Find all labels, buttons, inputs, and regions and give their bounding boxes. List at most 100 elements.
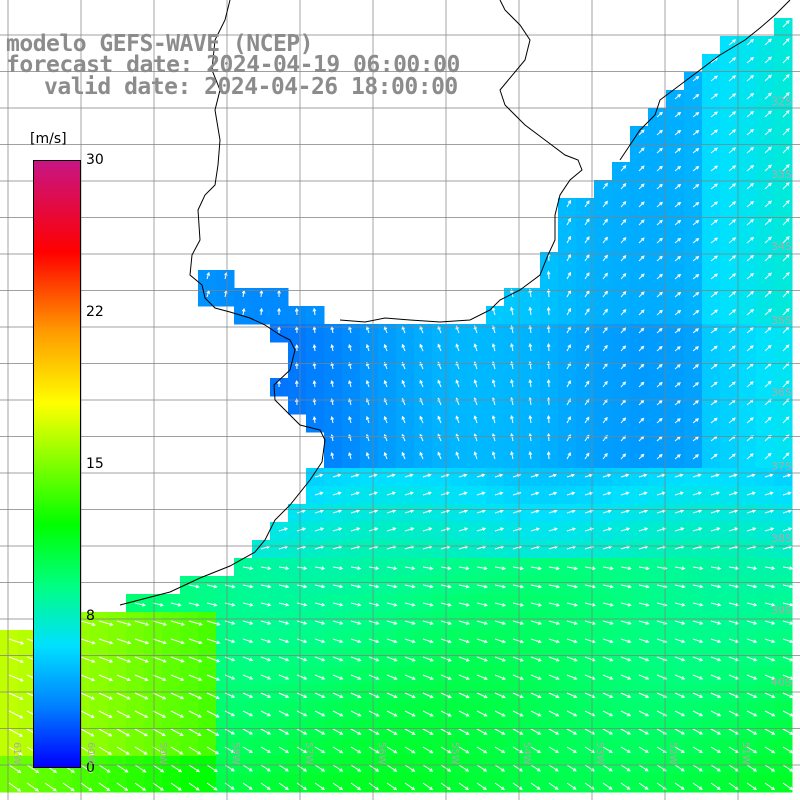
wind-vector-head (447, 768, 452, 772)
wind-vector-head (567, 307, 572, 312)
wind-vector (512, 728, 523, 735)
wind-vector (368, 566, 379, 570)
wind-vector (422, 692, 434, 698)
wind-vector-head (142, 787, 147, 791)
wind-vector-head (241, 289, 246, 294)
wind-vector-head (591, 694, 596, 699)
wind-vector-head (771, 694, 776, 699)
wind-vector (350, 527, 360, 532)
wind-vector (206, 584, 217, 588)
wind-vector-head (750, 308, 755, 313)
lon-label: 60W (85, 742, 96, 765)
wind-speed-cell (360, 432, 379, 451)
wind-vector (782, 602, 793, 606)
wind-vector-head (627, 584, 632, 589)
wind-vector (350, 710, 361, 717)
wind-vector (674, 710, 685, 717)
wind-vector (476, 638, 488, 643)
wind-speed-cell (306, 360, 325, 379)
wind-vector-head (231, 584, 236, 589)
wind-vector-head (178, 768, 183, 773)
wind-vector-head (339, 676, 344, 680)
wind-vector (566, 254, 571, 262)
wind-speed-cell (594, 306, 613, 325)
wind-speed-cell (324, 378, 343, 397)
wind-speed-cell (450, 360, 469, 379)
wind-vector (638, 746, 649, 753)
wind-vector-head (473, 343, 478, 348)
wind-vector (764, 74, 772, 82)
wind-vector (782, 74, 790, 82)
wind-vector (530, 710, 541, 717)
wind-vector (566, 474, 575, 478)
wind-vector-head (573, 639, 578, 644)
wind-vector-head (483, 749, 488, 754)
wind-speed-cell (360, 360, 379, 379)
wind-speed-cell (504, 360, 523, 379)
wind-vector (566, 620, 578, 625)
wind-vector (566, 362, 571, 370)
wind-vector-head (144, 732, 149, 737)
wind-speed-cell (576, 450, 595, 469)
wind-speed-cell (486, 324, 505, 343)
wind-vector-head (231, 749, 235, 753)
wind-vector-head (695, 201, 700, 206)
wind-vector (170, 782, 182, 791)
wind-vector-head (330, 416, 335, 421)
wind-vector (80, 710, 95, 718)
wind-vector (638, 400, 645, 406)
wind-vector-head (768, 92, 772, 97)
wind-vector-head (144, 659, 149, 663)
wind-vector (188, 782, 200, 791)
wind-vector (386, 527, 396, 532)
wind-vector (638, 418, 645, 424)
wind-vector (566, 308, 571, 316)
wind-vector (764, 674, 775, 680)
wind-vector-head (768, 164, 772, 169)
wind-vector-head (528, 306, 533, 311)
wind-vector (278, 710, 289, 717)
wind-vector-head (734, 527, 739, 531)
wind-vector (782, 656, 793, 661)
wind-vector-head (732, 255, 737, 259)
wind-vector (782, 492, 791, 496)
wind-vector (728, 710, 739, 717)
wind-vector-head (249, 639, 254, 644)
wind-speed-cell (612, 342, 631, 361)
wind-vector (350, 566, 361, 570)
wind-vector-head (554, 767, 559, 772)
wind-vector (8, 782, 21, 792)
wind-vector (620, 527, 630, 532)
wind-vector (224, 638, 235, 643)
wind-vector-head (546, 343, 551, 347)
wind-speed-cell (270, 324, 289, 343)
wind-vector (224, 764, 235, 772)
wind-vector-head (573, 712, 578, 717)
wind-vector (368, 584, 379, 588)
wind-vector (510, 433, 514, 442)
wind-vector-head (393, 676, 398, 680)
wind-vector-head (339, 621, 344, 625)
wind-vector-head (604, 326, 608, 331)
wind-vector (620, 381, 626, 388)
wind-vector-head (677, 273, 682, 278)
wind-vector-head (411, 621, 416, 625)
wind-vector-head (528, 378, 533, 384)
wind-vector-head (90, 714, 95, 719)
wind-vector (278, 602, 289, 606)
wind-vector (350, 545, 360, 550)
wind-vector-head (767, 416, 772, 421)
wind-vector (764, 656, 775, 661)
wind-vector (692, 112, 699, 118)
wind-vector-head (554, 786, 559, 790)
wind-vector-head (695, 291, 700, 296)
wind-vector-head (750, 92, 755, 97)
wind-vector (350, 674, 361, 680)
wind-vector (710, 728, 721, 735)
wind-vector (474, 416, 478, 424)
wind-vector-head (555, 639, 560, 644)
wind-vector (404, 656, 416, 662)
wind-vector (510, 379, 514, 388)
wind-vector-head (609, 731, 614, 735)
wind-vector (224, 710, 235, 717)
